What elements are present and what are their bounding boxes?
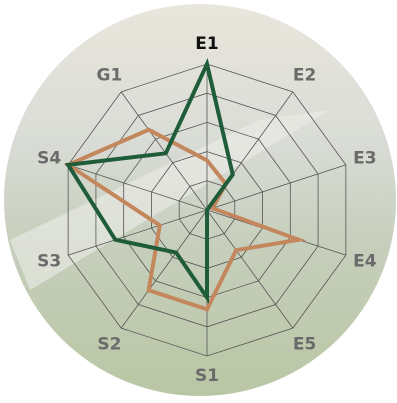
axis-spoke [68, 164, 208, 211]
axis-spoke [120, 91, 208, 211]
axis-label: E1 [195, 34, 218, 54]
axis-label: S4 [37, 149, 61, 169]
series-line [63, 127, 307, 312]
road [10, 110, 330, 290]
axis-spoke [206, 164, 346, 211]
series-line [64, 57, 235, 305]
axis-label: E5 [293, 334, 316, 354]
axis-label: E3 [353, 149, 376, 169]
axis-label: G1 [97, 66, 123, 86]
axis-label: E2 [293, 66, 316, 86]
axis-spoke [120, 209, 208, 329]
axis-spoke [68, 209, 208, 256]
axis-label: S3 [37, 251, 61, 271]
axis-spoke [206, 209, 294, 329]
axis-label: S2 [97, 334, 121, 354]
axis-label: S1 [195, 366, 219, 386]
axis-label: E4 [353, 251, 377, 271]
